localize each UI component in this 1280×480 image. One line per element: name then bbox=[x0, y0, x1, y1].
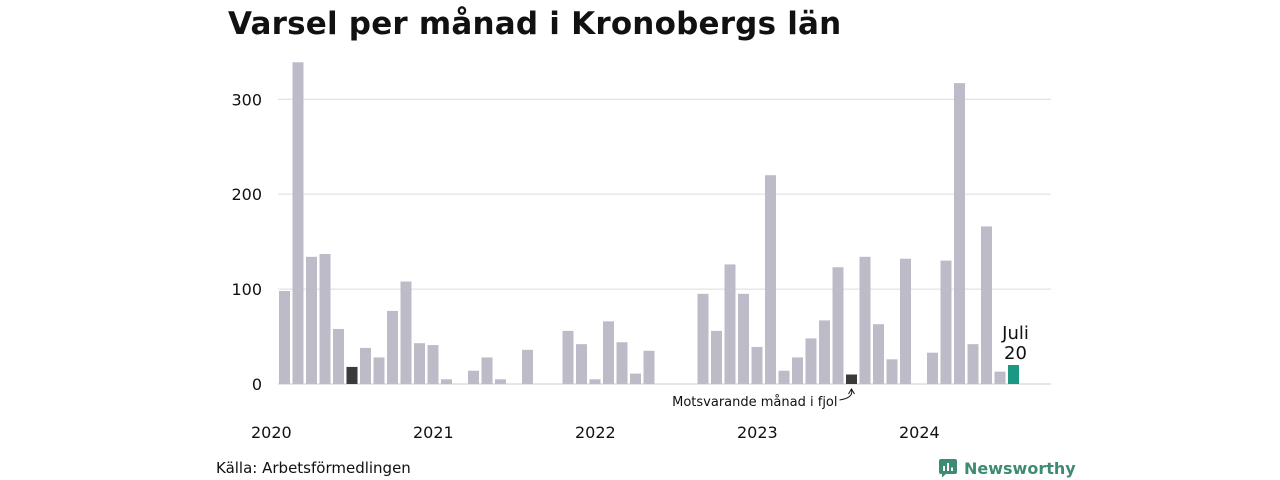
bar bbox=[481, 357, 493, 384]
y-tick-label: 300 bbox=[231, 90, 262, 109]
annotation-arrow bbox=[839, 389, 853, 401]
x-tick-label: 2020 bbox=[251, 423, 292, 442]
bar bbox=[441, 379, 452, 384]
bar bbox=[819, 320, 830, 384]
bar bbox=[697, 293, 709, 384]
x-tick-label: 2024 bbox=[899, 423, 940, 442]
bar bbox=[387, 310, 398, 384]
brand-name: Newsworthy bbox=[964, 458, 1076, 478]
x-tick-label: 2023 bbox=[737, 423, 778, 442]
highlight-bar bbox=[1008, 365, 1019, 384]
bar bbox=[495, 379, 506, 384]
bar bbox=[603, 321, 614, 384]
highlight-value-label: 20 bbox=[1004, 343, 1027, 364]
bar bbox=[967, 344, 979, 384]
bar bbox=[616, 342, 628, 384]
bar bbox=[900, 258, 911, 384]
comparison-bar bbox=[346, 366, 358, 384]
bar bbox=[643, 350, 655, 384]
bar bbox=[400, 281, 412, 384]
x-tick-label: 2021 bbox=[413, 423, 454, 442]
bar bbox=[630, 373, 641, 384]
tick-labels: 0 100 200 300 2020 2021 2022 2023 2024 bbox=[231, 90, 939, 442]
bar bbox=[522, 349, 533, 384]
bar bbox=[765, 175, 776, 384]
bar bbox=[994, 371, 1006, 384]
source-label: Källa: Arbetsförmedlingen bbox=[216, 459, 411, 477]
bar bbox=[724, 264, 736, 384]
bar bbox=[468, 370, 479, 384]
bar bbox=[360, 347, 371, 384]
y-tick-label: 200 bbox=[231, 185, 262, 204]
bar bbox=[738, 293, 749, 384]
annotation-arrowhead bbox=[848, 388, 855, 395]
bar bbox=[279, 290, 290, 384]
bar bbox=[711, 330, 722, 384]
bar bbox=[589, 379, 601, 384]
bar bbox=[859, 256, 871, 384]
bar bbox=[778, 370, 790, 384]
bar bbox=[981, 226, 992, 384]
highlight-month-label: Juli bbox=[1001, 323, 1029, 344]
comparison-bar bbox=[846, 374, 857, 384]
bar bbox=[292, 62, 304, 385]
y-tick-label: 0 bbox=[252, 375, 262, 394]
bar bbox=[805, 338, 817, 384]
bar bbox=[373, 357, 385, 384]
bar bbox=[306, 256, 317, 384]
bars bbox=[279, 62, 1019, 385]
bar bbox=[886, 359, 898, 384]
bar bbox=[751, 346, 763, 384]
bar bbox=[792, 357, 803, 384]
bar bbox=[873, 324, 884, 384]
bar bbox=[319, 253, 331, 384]
x-tick-label: 2022 bbox=[575, 423, 616, 442]
chart-title: Varsel per månad i Kronobergs län bbox=[228, 6, 842, 42]
bar bbox=[562, 330, 574, 384]
bar bbox=[414, 343, 425, 384]
bar bbox=[427, 345, 439, 384]
bar bbox=[576, 344, 587, 384]
y-tick-label: 100 bbox=[231, 280, 262, 299]
brand: Newsworthy bbox=[938, 456, 1076, 480]
bar bbox=[832, 267, 844, 384]
comparison-annotation: Motsvarande månad i fjol bbox=[672, 395, 837, 410]
bar bbox=[333, 328, 344, 384]
bar bbox=[940, 260, 952, 384]
bar bbox=[954, 83, 965, 385]
newsworthy-logo-icon bbox=[939, 459, 957, 478]
bar bbox=[927, 352, 938, 384]
